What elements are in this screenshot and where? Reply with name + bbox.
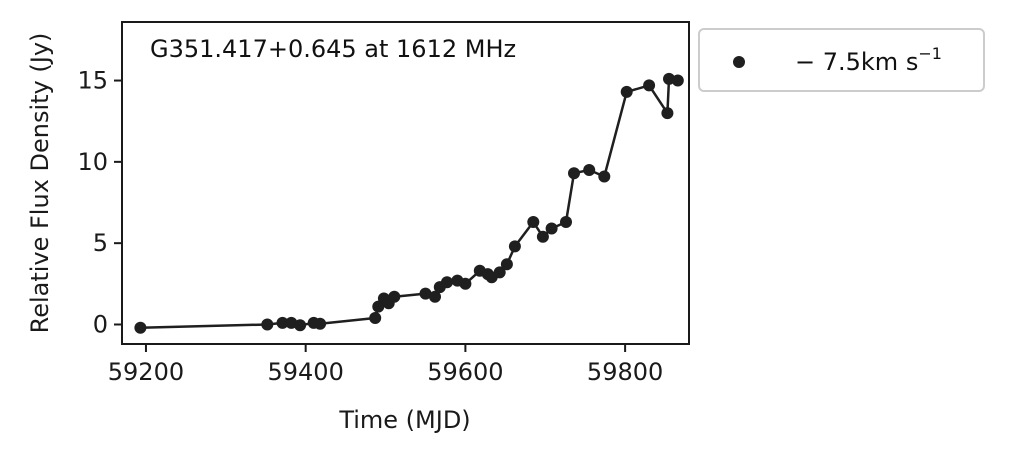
data-point [620,85,633,98]
data-point [568,167,580,180]
y-tick-label: 5 [93,229,108,257]
x-tick-label: 59800 [587,358,663,386]
data-point [536,230,549,243]
y-tick-label: 10 [77,148,108,176]
plot-frame [121,21,690,345]
series-line [140,77,679,329]
data-point [545,222,558,235]
data-point [388,290,401,303]
data-point [661,107,674,120]
legend-label-unit: − 7.5km s [795,48,918,76]
y-tick-label: 0 [93,310,108,338]
data-point [369,312,382,324]
data-point [527,216,540,228]
legend: − 7.5km s−1 [698,28,985,92]
data-point [459,277,472,290]
data-point [419,287,432,300]
data-point [671,74,684,87]
data-point [583,164,596,176]
data-point [276,316,289,329]
data-point [560,216,572,228]
data-point [429,290,441,303]
plot-area [134,72,684,334]
data-point [500,258,513,271]
x-tick-label: 59200 [108,358,184,386]
data-point [643,79,656,92]
x-tick-label: 59600 [427,358,503,386]
axis-ticks: 59200 59400 59600 59800 0 5 10 15 [77,67,663,386]
data-point [134,321,147,334]
x-tick-label: 59400 [267,358,343,386]
data-point [261,318,274,331]
data-point [441,276,453,289]
data-point [314,317,327,330]
legend-marker [733,56,745,68]
data-point [598,170,611,183]
y-tick-label: 15 [77,67,108,95]
legend-label-exponent: −1 [918,44,942,63]
y-axis-title: Relative Flux Density (Jy) [26,33,54,334]
data-point [294,319,307,332]
chart-annotation: G351.417+0.645 at 1612 MHz [150,35,516,63]
legend-box [698,28,985,92]
x-axis-title: Time (MJD) [338,406,470,434]
data-point [508,240,521,253]
data-point [493,266,506,279]
legend-label: − 7.5km s−1 [795,44,942,76]
